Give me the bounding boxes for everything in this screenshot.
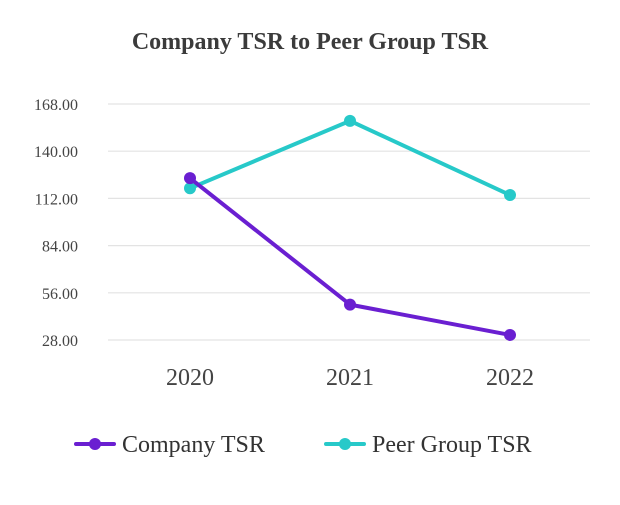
- y-tick-label: 112.00: [35, 191, 78, 208]
- y-tick-label: 140.00: [34, 144, 78, 161]
- y-tick-label: 84.00: [42, 239, 78, 256]
- x-tick-label: 2022: [486, 365, 534, 391]
- data-point: [184, 182, 196, 195]
- grid-lines: [108, 103, 590, 341]
- data-point: [344, 298, 356, 311]
- chart-title: Company TSR to Peer Group TSR: [132, 29, 489, 55]
- y-tick-label: 56.00: [42, 286, 78, 303]
- series-line: [188, 176, 512, 337]
- y-tick-label: 28.00: [42, 333, 78, 350]
- series-line: [188, 118, 512, 198]
- data-point: [504, 189, 516, 202]
- x-tick-label: 2021: [326, 365, 374, 391]
- legend-swatch-marker: [89, 438, 101, 450]
- data-series: [184, 114, 516, 341]
- x-tick-label: 2020: [166, 365, 214, 391]
- legend-swatch-marker: [339, 438, 351, 450]
- legend-label: Peer Group TSR: [372, 432, 532, 458]
- y-axis-tick-labels: 168.00 140.00 112.00 84.00 56.00 28.00: [34, 97, 78, 350]
- data-point: [344, 114, 356, 127]
- x-axis-tick-labels: 2020 2021 2022: [166, 365, 534, 391]
- series-peer-group-tsr: [184, 114, 516, 202]
- y-tick-label: 168.00: [34, 97, 78, 114]
- data-point: [504, 328, 516, 341]
- legend-item: Company TSR: [74, 432, 265, 458]
- legend-item: Peer Group TSR: [324, 432, 532, 458]
- series-company-tsr: [184, 172, 516, 341]
- legend: Company TSR Peer Group TSR: [74, 432, 532, 458]
- data-point: [184, 172, 196, 185]
- legend-label: Company TSR: [122, 432, 265, 458]
